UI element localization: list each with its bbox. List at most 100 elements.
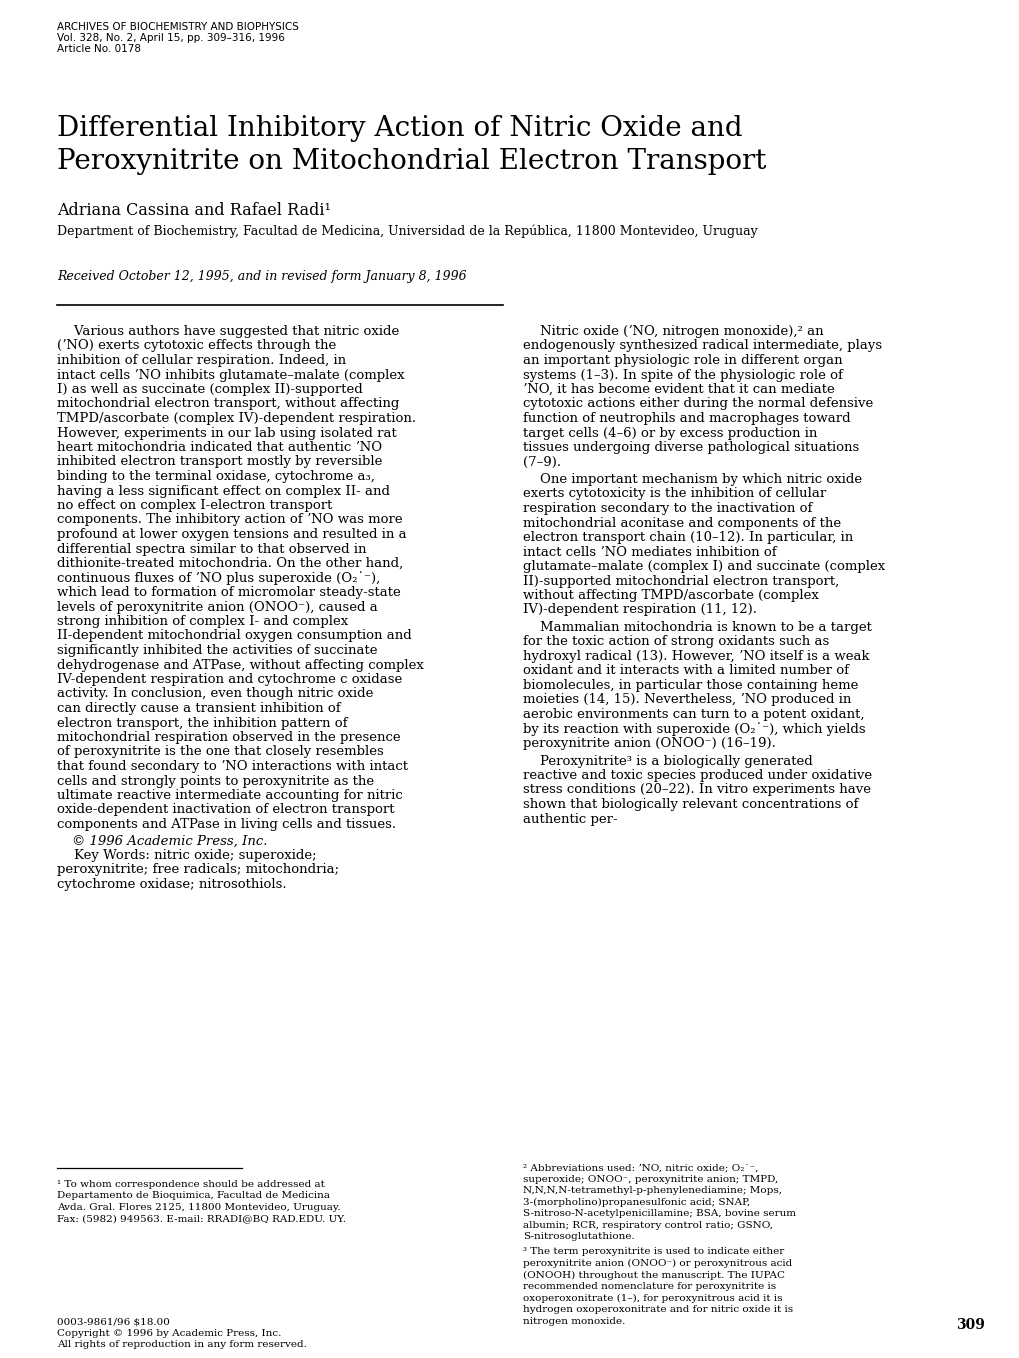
Text: All rights of reproduction in any form reserved.: All rights of reproduction in any form r… — [57, 1340, 307, 1348]
Text: peroxynitrite; free radicals; mitochondria;: peroxynitrite; free radicals; mitochondr… — [57, 864, 338, 876]
Text: systems (1–3). In spite of the physiologic role of: systems (1–3). In spite of the physiolog… — [523, 368, 842, 382]
Text: IV)-dependent respiration (11, 12).: IV)-dependent respiration (11, 12). — [523, 603, 756, 617]
Text: N,N,N,N-tetramethyl-p-phenylenediamine; Mops,: N,N,N,N-tetramethyl-p-phenylenediamine; … — [523, 1186, 782, 1195]
Text: can directly cause a transient inhibition of: can directly cause a transient inhibitio… — [57, 702, 340, 716]
Text: cytotoxic actions either during the normal defensive: cytotoxic actions either during the norm… — [523, 398, 872, 410]
Text: Departamento de Bioquimica, Facultad de Medicina: Departamento de Bioquimica, Facultad de … — [57, 1191, 330, 1200]
Text: nitrogen monoxide.: nitrogen monoxide. — [523, 1316, 625, 1325]
Text: of peroxynitrite is the one that closely resembles: of peroxynitrite is the one that closely… — [57, 746, 383, 759]
Text: ² Abbreviations used: ʼNO, nitric oxide; O₂˙⁻,: ² Abbreviations used: ʼNO, nitric oxide;… — [523, 1162, 758, 1172]
Text: intact cells ʼNO mediates inhibition of: intact cells ʼNO mediates inhibition of — [523, 546, 775, 558]
Text: S-nitroso-N-acetylpenicillamine; BSA, bovine serum: S-nitroso-N-acetylpenicillamine; BSA, bo… — [523, 1209, 795, 1218]
Text: oxide-dependent inactivation of electron transport: oxide-dependent inactivation of electron… — [57, 804, 394, 816]
Text: ³ The term peroxynitrite is used to indicate either: ³ The term peroxynitrite is used to indi… — [523, 1248, 784, 1256]
Text: 3-(morpholino)propanesulfonic acid; SNAP,: 3-(morpholino)propanesulfonic acid; SNAP… — [523, 1198, 749, 1207]
Text: S-nitrosoglutathione.: S-nitrosoglutathione. — [523, 1232, 634, 1241]
Text: moieties (14, 15). Nevertheless, ʼNO produced in: moieties (14, 15). Nevertheless, ʼNO pro… — [523, 694, 851, 706]
Text: for the toxic action of strong oxidants such as: for the toxic action of strong oxidants … — [523, 636, 828, 649]
Text: Various authors have suggested that nitric oxide: Various authors have suggested that nitr… — [57, 325, 398, 338]
Text: Key Words: nitric oxide; superoxide;: Key Words: nitric oxide; superoxide; — [57, 849, 316, 862]
Text: components and ATPase in living cells and tissues.: components and ATPase in living cells an… — [57, 818, 395, 831]
Text: Department of Biochemistry, Facultad de Medicina, Universidad de la República, 1: Department of Biochemistry, Facultad de … — [57, 224, 757, 238]
Text: hydrogen oxoperoxonitrate and for nitric oxide it is: hydrogen oxoperoxonitrate and for nitric… — [523, 1305, 793, 1315]
Text: cytochrome oxidase; nitrosothiols.: cytochrome oxidase; nitrosothiols. — [57, 879, 286, 891]
Text: II)-supported mitochondrial electron transport,: II)-supported mitochondrial electron tra… — [523, 574, 839, 588]
Text: shown that biologically relevant concentrations of: shown that biologically relevant concent… — [523, 799, 858, 811]
Text: components. The inhibitory action of ʼNO was more: components. The inhibitory action of ʼNO… — [57, 513, 403, 527]
Text: electron transport chain (10–12). In particular, in: electron transport chain (10–12). In par… — [523, 531, 853, 545]
Text: ARCHIVES OF BIOCHEMISTRY AND BIOPHYSICS: ARCHIVES OF BIOCHEMISTRY AND BIOPHYSICS — [57, 22, 299, 33]
Text: strong inhibition of complex I- and complex: strong inhibition of complex I- and comp… — [57, 615, 347, 627]
Text: IV-dependent respiration and cytochrome c oxidase: IV-dependent respiration and cytochrome … — [57, 674, 401, 686]
Text: oxidant and it interacts with a limited number of: oxidant and it interacts with a limited … — [523, 664, 848, 678]
Text: activity. In conclusion, even though nitric oxide: activity. In conclusion, even though nit… — [57, 687, 373, 701]
Text: having a less significant effect on complex II- and: having a less significant effect on comp… — [57, 485, 389, 497]
Text: One important mechanism by which nitric oxide: One important mechanism by which nitric … — [523, 473, 861, 486]
Text: biomolecules, in particular those containing heme: biomolecules, in particular those contai… — [523, 679, 858, 693]
Text: stress conditions (20–22). In vitro experiments have: stress conditions (20–22). In vitro expe… — [523, 784, 870, 797]
Text: authentic per-: authentic per- — [523, 812, 618, 826]
Text: respiration secondary to the inactivation of: respiration secondary to the inactivatio… — [523, 502, 811, 515]
Text: peroxynitrite anion (ONOO⁻) (16–19).: peroxynitrite anion (ONOO⁻) (16–19). — [523, 737, 775, 750]
Text: (ʼNO) exerts cytotoxic effects through the: (ʼNO) exerts cytotoxic effects through t… — [57, 340, 336, 353]
Text: Nitric oxide (ʼNO, nitrogen monoxide),² an: Nitric oxide (ʼNO, nitrogen monoxide),² … — [523, 325, 822, 338]
Text: Fax: (5982) 949563. E-mail: RRADI@BQ RAD.EDU. UY.: Fax: (5982) 949563. E-mail: RRADI@BQ RAD… — [57, 1214, 345, 1224]
Text: (7–9).: (7–9). — [523, 455, 560, 469]
Text: recommended nomenclature for peroxynitrite is: recommended nomenclature for peroxynitri… — [523, 1282, 775, 1291]
Text: reactive and toxic species produced under oxidative: reactive and toxic species produced unde… — [523, 769, 871, 782]
Text: (ONOOH) throughout the manuscript. The IUPAC: (ONOOH) throughout the manuscript. The I… — [523, 1271, 785, 1279]
Text: no effect on complex I-electron transport: no effect on complex I-electron transpor… — [57, 498, 332, 512]
Text: peroxynitrite anion (ONOO⁻) or peroxynitrous acid: peroxynitrite anion (ONOO⁻) or peroxynit… — [523, 1259, 792, 1268]
Text: which lead to formation of micromolar steady-state: which lead to formation of micromolar st… — [57, 587, 400, 599]
Text: differential spectra similar to that observed in: differential spectra similar to that obs… — [57, 542, 366, 555]
Text: cells and strongly points to peroxynitrite as the: cells and strongly points to peroxynitri… — [57, 774, 374, 788]
Text: hydroxyl radical (13). However, ʼNO itself is a weak: hydroxyl radical (13). However, ʼNO itse… — [523, 650, 869, 663]
Text: albumin; RCR, respiratory control ratio; GSNO,: albumin; RCR, respiratory control ratio;… — [523, 1221, 772, 1229]
Text: 0003-9861/96 $18.00: 0003-9861/96 $18.00 — [57, 1319, 170, 1327]
Text: an important physiologic role in different organ: an important physiologic role in differe… — [523, 354, 842, 367]
Text: mitochondrial respiration observed in the presence: mitochondrial respiration observed in th… — [57, 731, 400, 744]
Text: Article No. 0178: Article No. 0178 — [57, 43, 141, 54]
Text: Copyright © 1996 by Academic Press, Inc.: Copyright © 1996 by Academic Press, Inc. — [57, 1329, 281, 1338]
Text: dithionite-treated mitochondria. On the other hand,: dithionite-treated mitochondria. On the … — [57, 557, 403, 570]
Text: glutamate–malate (complex I) and succinate (complex: glutamate–malate (complex I) and succina… — [523, 559, 884, 573]
Text: Peroxynitrite³ is a biologically generated: Peroxynitrite³ is a biologically generat… — [523, 755, 812, 767]
Text: mitochondrial aconitase and components of the: mitochondrial aconitase and components o… — [523, 516, 841, 530]
Text: oxoperoxonitrate (1–), for peroxynitrous acid it is: oxoperoxonitrate (1–), for peroxynitrous… — [523, 1294, 782, 1302]
Text: endogenously synthesized radical intermediate, plays: endogenously synthesized radical interme… — [523, 340, 881, 353]
Text: target cells (4–6) or by excess production in: target cells (4–6) or by excess producti… — [523, 426, 816, 440]
Text: binding to the terminal oxidase, cytochrome a₃,: binding to the terminal oxidase, cytochr… — [57, 470, 375, 483]
Text: without affecting TMPD/ascorbate (complex: without affecting TMPD/ascorbate (comple… — [523, 589, 818, 602]
Text: II-dependent mitochondrial oxygen consumption and: II-dependent mitochondrial oxygen consum… — [57, 630, 412, 642]
Text: tissues undergoing diverse pathological situations: tissues undergoing diverse pathological … — [523, 441, 858, 454]
Text: levels of peroxynitrite anion (ONOO⁻), caused a: levels of peroxynitrite anion (ONOO⁻), c… — [57, 600, 377, 614]
Text: Adriana Cassina and Rafael Radi¹: Adriana Cassina and Rafael Radi¹ — [57, 202, 330, 219]
Text: electron transport, the inhibition pattern of: electron transport, the inhibition patte… — [57, 717, 347, 729]
Text: inhibition of cellular respiration. Indeed, in: inhibition of cellular respiration. Inde… — [57, 354, 345, 367]
Text: I) as well as succinate (complex II)-supported: I) as well as succinate (complex II)-sup… — [57, 383, 363, 397]
Text: exerts cytotoxicity is the inhibition of cellular: exerts cytotoxicity is the inhibition of… — [523, 488, 825, 501]
Text: mitochondrial electron transport, without affecting: mitochondrial electron transport, withou… — [57, 398, 399, 410]
Text: Vol. 328, No. 2, April 15, pp. 309–316, 1996: Vol. 328, No. 2, April 15, pp. 309–316, … — [57, 33, 284, 43]
Text: aerobic environments can turn to a potent oxidant,: aerobic environments can turn to a poten… — [523, 708, 864, 721]
Text: TMPD/ascorbate (complex IV)-dependent respiration.: TMPD/ascorbate (complex IV)-dependent re… — [57, 411, 416, 425]
Text: function of neutrophils and macrophages toward: function of neutrophils and macrophages … — [523, 411, 850, 425]
Text: However, experiments in our lab using isolated rat: However, experiments in our lab using is… — [57, 426, 396, 440]
Text: Peroxynitrite on Mitochondrial Electron Transport: Peroxynitrite on Mitochondrial Electron … — [57, 148, 765, 175]
Text: 309: 309 — [955, 1319, 984, 1332]
Text: heart mitochondria indicated that authentic ʼNO: heart mitochondria indicated that authen… — [57, 441, 382, 454]
Text: © 1996 Academic Press, Inc.: © 1996 Academic Press, Inc. — [72, 835, 267, 847]
Text: ¹ To whom correspondence should be addressed at: ¹ To whom correspondence should be addre… — [57, 1180, 325, 1190]
Text: Received October 12, 1995, and in revised form January 8, 1996: Received October 12, 1995, and in revise… — [57, 270, 466, 282]
Text: continuous fluxes of ʼNO plus superoxide (O₂˙⁻),: continuous fluxes of ʼNO plus superoxide… — [57, 572, 380, 585]
Text: significantly inhibited the activities of succinate: significantly inhibited the activities o… — [57, 644, 377, 657]
Text: Avda. Gral. Flores 2125, 11800 Montevideo, Uruguay.: Avda. Gral. Flores 2125, 11800 Montevide… — [57, 1203, 340, 1211]
Text: Mammalian mitochondria is known to be a target: Mammalian mitochondria is known to be a … — [523, 621, 871, 634]
Text: ʼNO, it has become evident that it can mediate: ʼNO, it has become evident that it can m… — [523, 383, 834, 397]
Text: profound at lower oxygen tensions and resulted in a: profound at lower oxygen tensions and re… — [57, 528, 407, 540]
Text: dehydrogenase and ATPase, without affecting complex: dehydrogenase and ATPase, without affect… — [57, 659, 424, 671]
Text: that found secondary to ʼNO interactions with intact: that found secondary to ʼNO interactions… — [57, 760, 408, 773]
Text: intact cells ʼNO inhibits glutamate–malate (complex: intact cells ʼNO inhibits glutamate–mala… — [57, 368, 405, 382]
Text: by its reaction with superoxide (O₂˙⁻), which yields: by its reaction with superoxide (O₂˙⁻), … — [523, 722, 865, 736]
Text: ultimate reactive intermediate accounting for nitric: ultimate reactive intermediate accountin… — [57, 789, 403, 803]
